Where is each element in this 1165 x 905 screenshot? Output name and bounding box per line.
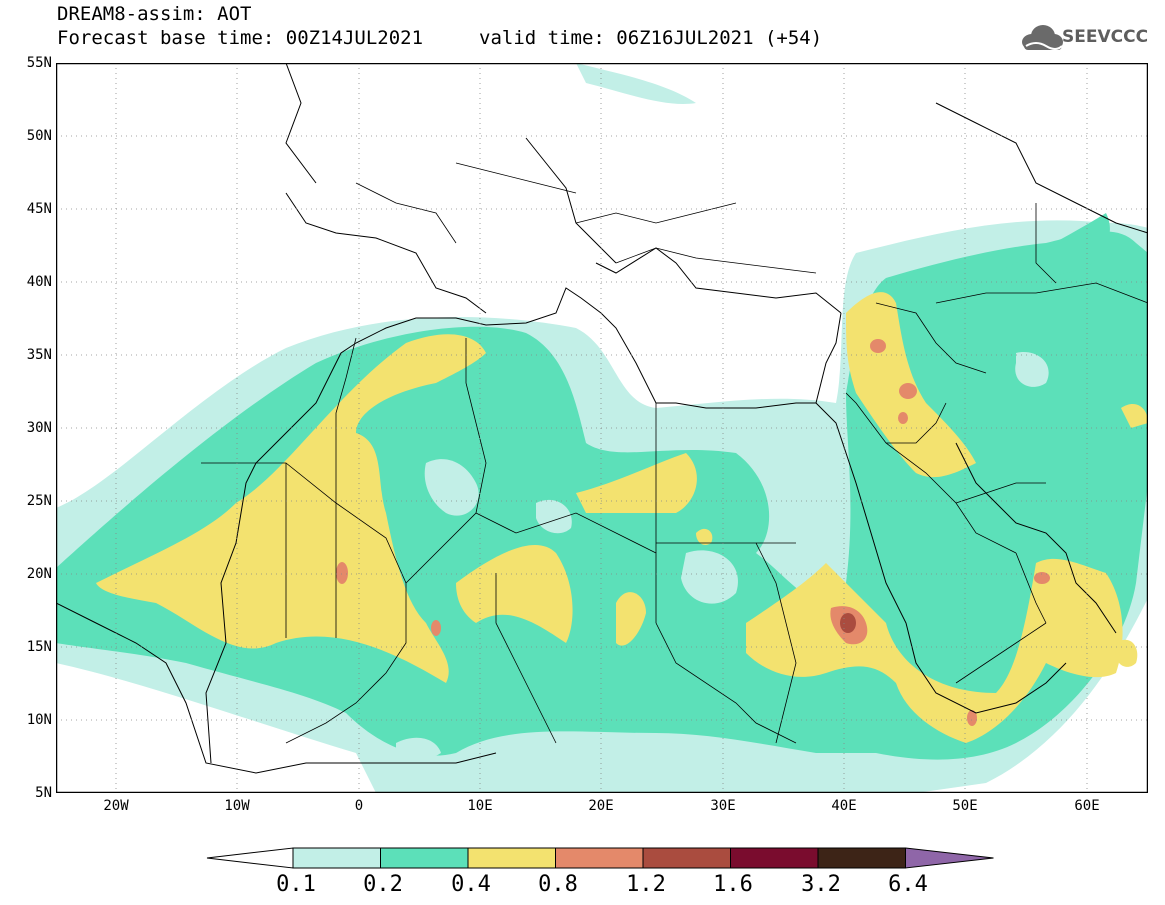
- aot-band-1.2: [840, 613, 856, 633]
- lon-label: 10E: [467, 798, 493, 814]
- colorbar-label: 0.1: [276, 872, 316, 897]
- colorbar-segment: [642, 847, 731, 869]
- gridlines: [56, 63, 1148, 793]
- colorbar-segment: [730, 847, 819, 869]
- lon-label: 20W: [103, 798, 129, 814]
- coastlines: [56, 63, 1148, 774]
- lat-label: 45N: [26, 201, 52, 217]
- colorbar-label: 0.2: [363, 872, 403, 897]
- lon-label: 10W: [224, 798, 250, 814]
- colorbar-segment: [380, 847, 469, 869]
- lon-label: 20E: [588, 798, 614, 814]
- colorbar-segment: [817, 847, 906, 869]
- lon-label: 50E: [952, 798, 978, 814]
- colorbar-label: 0.8: [538, 872, 578, 897]
- lon-label: 40E: [831, 798, 857, 814]
- aot-holes: [396, 352, 1049, 761]
- lat-label: 15N: [26, 639, 52, 655]
- colorbar-segment: [555, 847, 644, 869]
- colorbar-segment-under: [206, 847, 294, 869]
- lat-label: 40N: [26, 274, 52, 290]
- colorbar-segment: [467, 847, 556, 869]
- lon-label: 30E: [710, 798, 736, 814]
- colorbar-label: 1.6: [713, 872, 753, 897]
- aot-colorbar: [206, 847, 994, 869]
- map-title: DREAM8-assim: AOT: [57, 3, 252, 25]
- lat-label: 25N: [26, 493, 52, 509]
- map-frame: [56, 63, 1148, 793]
- seevccc-logo: [1022, 25, 1063, 50]
- valid-time: valid time: 06Z16JUL2021 (+54): [479, 27, 823, 49]
- aot-band-0.8: [336, 339, 1050, 726]
- lat-label: 50N: [26, 128, 52, 144]
- country-borders: [201, 162, 1148, 744]
- logo-text: SEEVCCC: [1062, 27, 1149, 47]
- cloud-icon: [1022, 25, 1063, 50]
- lat-label: 30N: [26, 420, 52, 436]
- lat-label: 35N: [26, 347, 52, 363]
- aot-map: [56, 63, 1148, 793]
- lat-label: 55N: [26, 55, 52, 71]
- lon-label: 0: [354, 798, 364, 814]
- forecast-base-time: Forecast base time: 00Z14JUL2021: [57, 27, 424, 49]
- lat-label: 10N: [26, 712, 52, 728]
- colorbar-label: 0.4: [451, 872, 491, 897]
- colorbar-label: 3.2: [801, 872, 841, 897]
- lon-label: 60E: [1074, 798, 1100, 814]
- lat-label: 20N: [26, 566, 52, 582]
- colorbar-segment: [292, 847, 381, 869]
- lat-label: 5N: [35, 785, 52, 801]
- colorbar-label: 1.2: [626, 872, 666, 897]
- colorbar-segment-over: [905, 847, 994, 869]
- colorbar-label: 6.4: [888, 872, 928, 897]
